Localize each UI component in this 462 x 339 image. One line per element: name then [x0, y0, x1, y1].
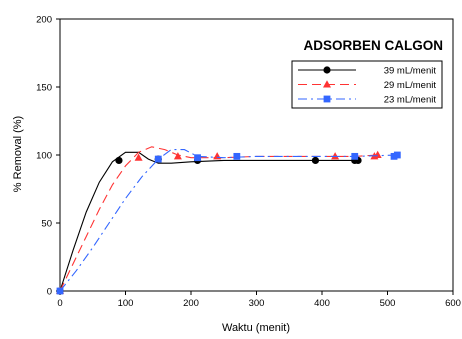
x-tick-label: 500	[380, 298, 396, 309]
y-tick-label: 150	[36, 83, 52, 94]
legend-label: 29 mL/menit	[384, 80, 437, 91]
series-layer	[56, 146, 401, 295]
legend-label: 39 mL/menit	[384, 66, 437, 77]
data-point	[56, 287, 64, 295]
data-point	[194, 154, 201, 162]
series-0	[56, 151, 362, 295]
data-point	[331, 152, 340, 160]
y-axis-title: % Removal (%)	[12, 116, 24, 192]
series-1	[56, 146, 382, 294]
x-tick-label: 100	[118, 298, 134, 309]
data-point	[351, 152, 359, 160]
series-line	[59, 149, 398, 292]
legend: 39 mL/menit 29 mL/menit 23 mL/menit	[291, 60, 443, 109]
data-point	[213, 152, 222, 160]
legend-label: 23 mL/menit	[384, 95, 437, 106]
data-point	[311, 156, 320, 165]
data-point	[233, 152, 241, 160]
x-tick-label: 300	[249, 298, 265, 309]
chart-annotation: ADSORBEN CALGON	[303, 38, 443, 53]
y-tick-label: 200	[36, 15, 52, 26]
data-point	[173, 152, 182, 160]
data-point	[134, 153, 143, 161]
data-point	[154, 155, 162, 163]
legend-marker	[323, 95, 331, 103]
legend-marker	[323, 66, 331, 74]
data-point	[393, 151, 401, 159]
legend-marker	[323, 80, 331, 88]
series-line	[59, 151, 358, 292]
x-axis-title: Waktu (menit)	[222, 322, 290, 334]
axes: 0 100 200 300 400 500 600 0 50 100 150 200	[36, 15, 461, 310]
x-tick-label: 0	[57, 298, 62, 309]
x-tick-label: 200	[183, 298, 199, 309]
y-tick-label: 50	[41, 219, 52, 230]
y-tick-label: 100	[36, 151, 52, 162]
y-tick-label: 0	[47, 287, 52, 298]
series-2	[56, 149, 401, 295]
x-tick-label: 400	[314, 298, 330, 309]
data-point	[115, 156, 123, 165]
x-tick-label: 600	[445, 298, 461, 309]
